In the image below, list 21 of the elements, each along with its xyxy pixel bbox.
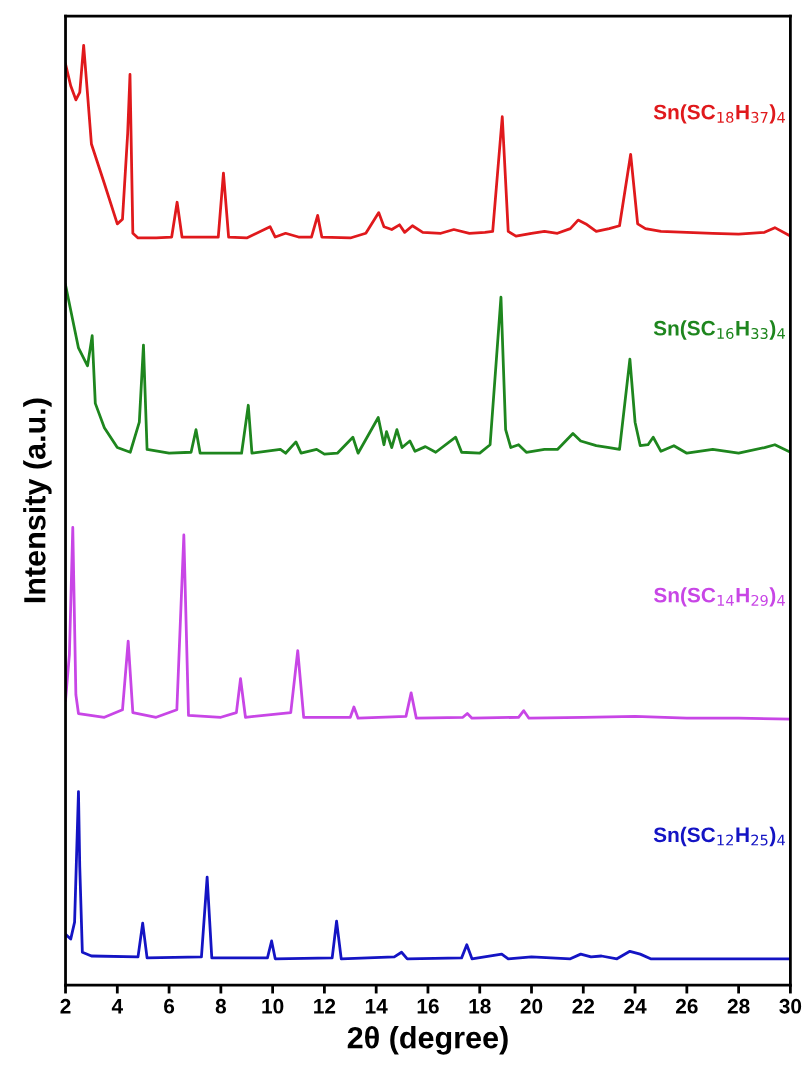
- x-tick-label: 2: [60, 998, 71, 1014]
- series-label: Sn(SC$_{18}$H$_{37}$)$_{4}$: [653, 104, 785, 124]
- text: Sn(SC$_{14}$H$_{29}$)$_{4}$: [653, 587, 785, 607]
- x-tick-label: 24: [624, 998, 647, 1014]
- x-tick-label: 18: [469, 998, 491, 1014]
- x-tick-label: 4: [111, 999, 123, 1014]
- series-label: Sn(SC$_{16}$H$_{33}$)$_{4}$: [653, 320, 785, 340]
- x-tick-label: 26: [675, 998, 698, 1014]
- x-tick-label: 8: [215, 998, 227, 1014]
- text: Sn(SC$_{12}$H$_{25}$)$_{4}$: [653, 826, 785, 847]
- x-tick-label: 12: [314, 998, 336, 1014]
- x-tick-label: 6: [164, 998, 175, 1014]
- x-tick-label: 10: [262, 998, 284, 1014]
- x-tick-label: 30: [779, 998, 802, 1014]
- x-tick-label: 20: [520, 998, 543, 1014]
- y-axis-title: Intensity (a.u.): [23, 398, 52, 603]
- x-axis-title: 2θ (degree): [347, 1026, 508, 1055]
- x-tick-label: 14: [365, 999, 388, 1014]
- x-tick-label: 16: [417, 998, 439, 1014]
- x-tick-label: 28: [727, 998, 750, 1014]
- x-tick-label: 22: [572, 998, 595, 1014]
